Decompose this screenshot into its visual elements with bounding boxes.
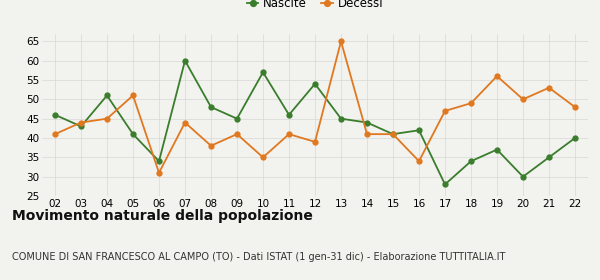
Decessi [103,117,110,120]
Legend: Nascite, Decessi: Nascite, Decessi [242,0,388,15]
Decessi [311,140,319,144]
Nascite [520,175,527,178]
Decessi [545,86,553,89]
Nascite [545,156,553,159]
Decessi [493,74,500,78]
Nascite [571,136,578,140]
Decessi [130,94,137,97]
Text: Movimento naturale della popolazione: Movimento naturale della popolazione [12,209,313,223]
Decessi [286,132,293,136]
Decessi [52,132,59,136]
Decessi [208,144,215,147]
Decessi [520,98,527,101]
Nascite [467,160,475,163]
Decessi [155,171,163,174]
Nascite [311,82,319,86]
Nascite [130,132,137,136]
Line: Nascite: Nascite [53,58,577,187]
Decessi [77,121,85,124]
Decessi [571,105,578,109]
Nascite [233,117,241,120]
Nascite [415,129,422,132]
Nascite [52,113,59,116]
Decessi [337,40,344,43]
Nascite [208,105,215,109]
Line: Decessi: Decessi [53,39,577,175]
Text: COMUNE DI SAN FRANCESCO AL CAMPO (TO) - Dati ISTAT (1 gen-31 dic) - Elaborazione: COMUNE DI SAN FRANCESCO AL CAMPO (TO) - … [12,252,505,262]
Decessi [442,109,449,113]
Decessi [467,102,475,105]
Nascite [364,121,371,124]
Nascite [77,125,85,128]
Nascite [493,148,500,151]
Nascite [442,183,449,186]
Nascite [155,160,163,163]
Nascite [103,94,110,97]
Decessi [259,156,266,159]
Nascite [389,132,397,136]
Nascite [337,117,344,120]
Decessi [181,121,188,124]
Nascite [181,59,188,62]
Nascite [259,71,266,74]
Decessi [233,132,241,136]
Decessi [389,132,397,136]
Decessi [415,160,422,163]
Nascite [286,113,293,116]
Decessi [364,132,371,136]
